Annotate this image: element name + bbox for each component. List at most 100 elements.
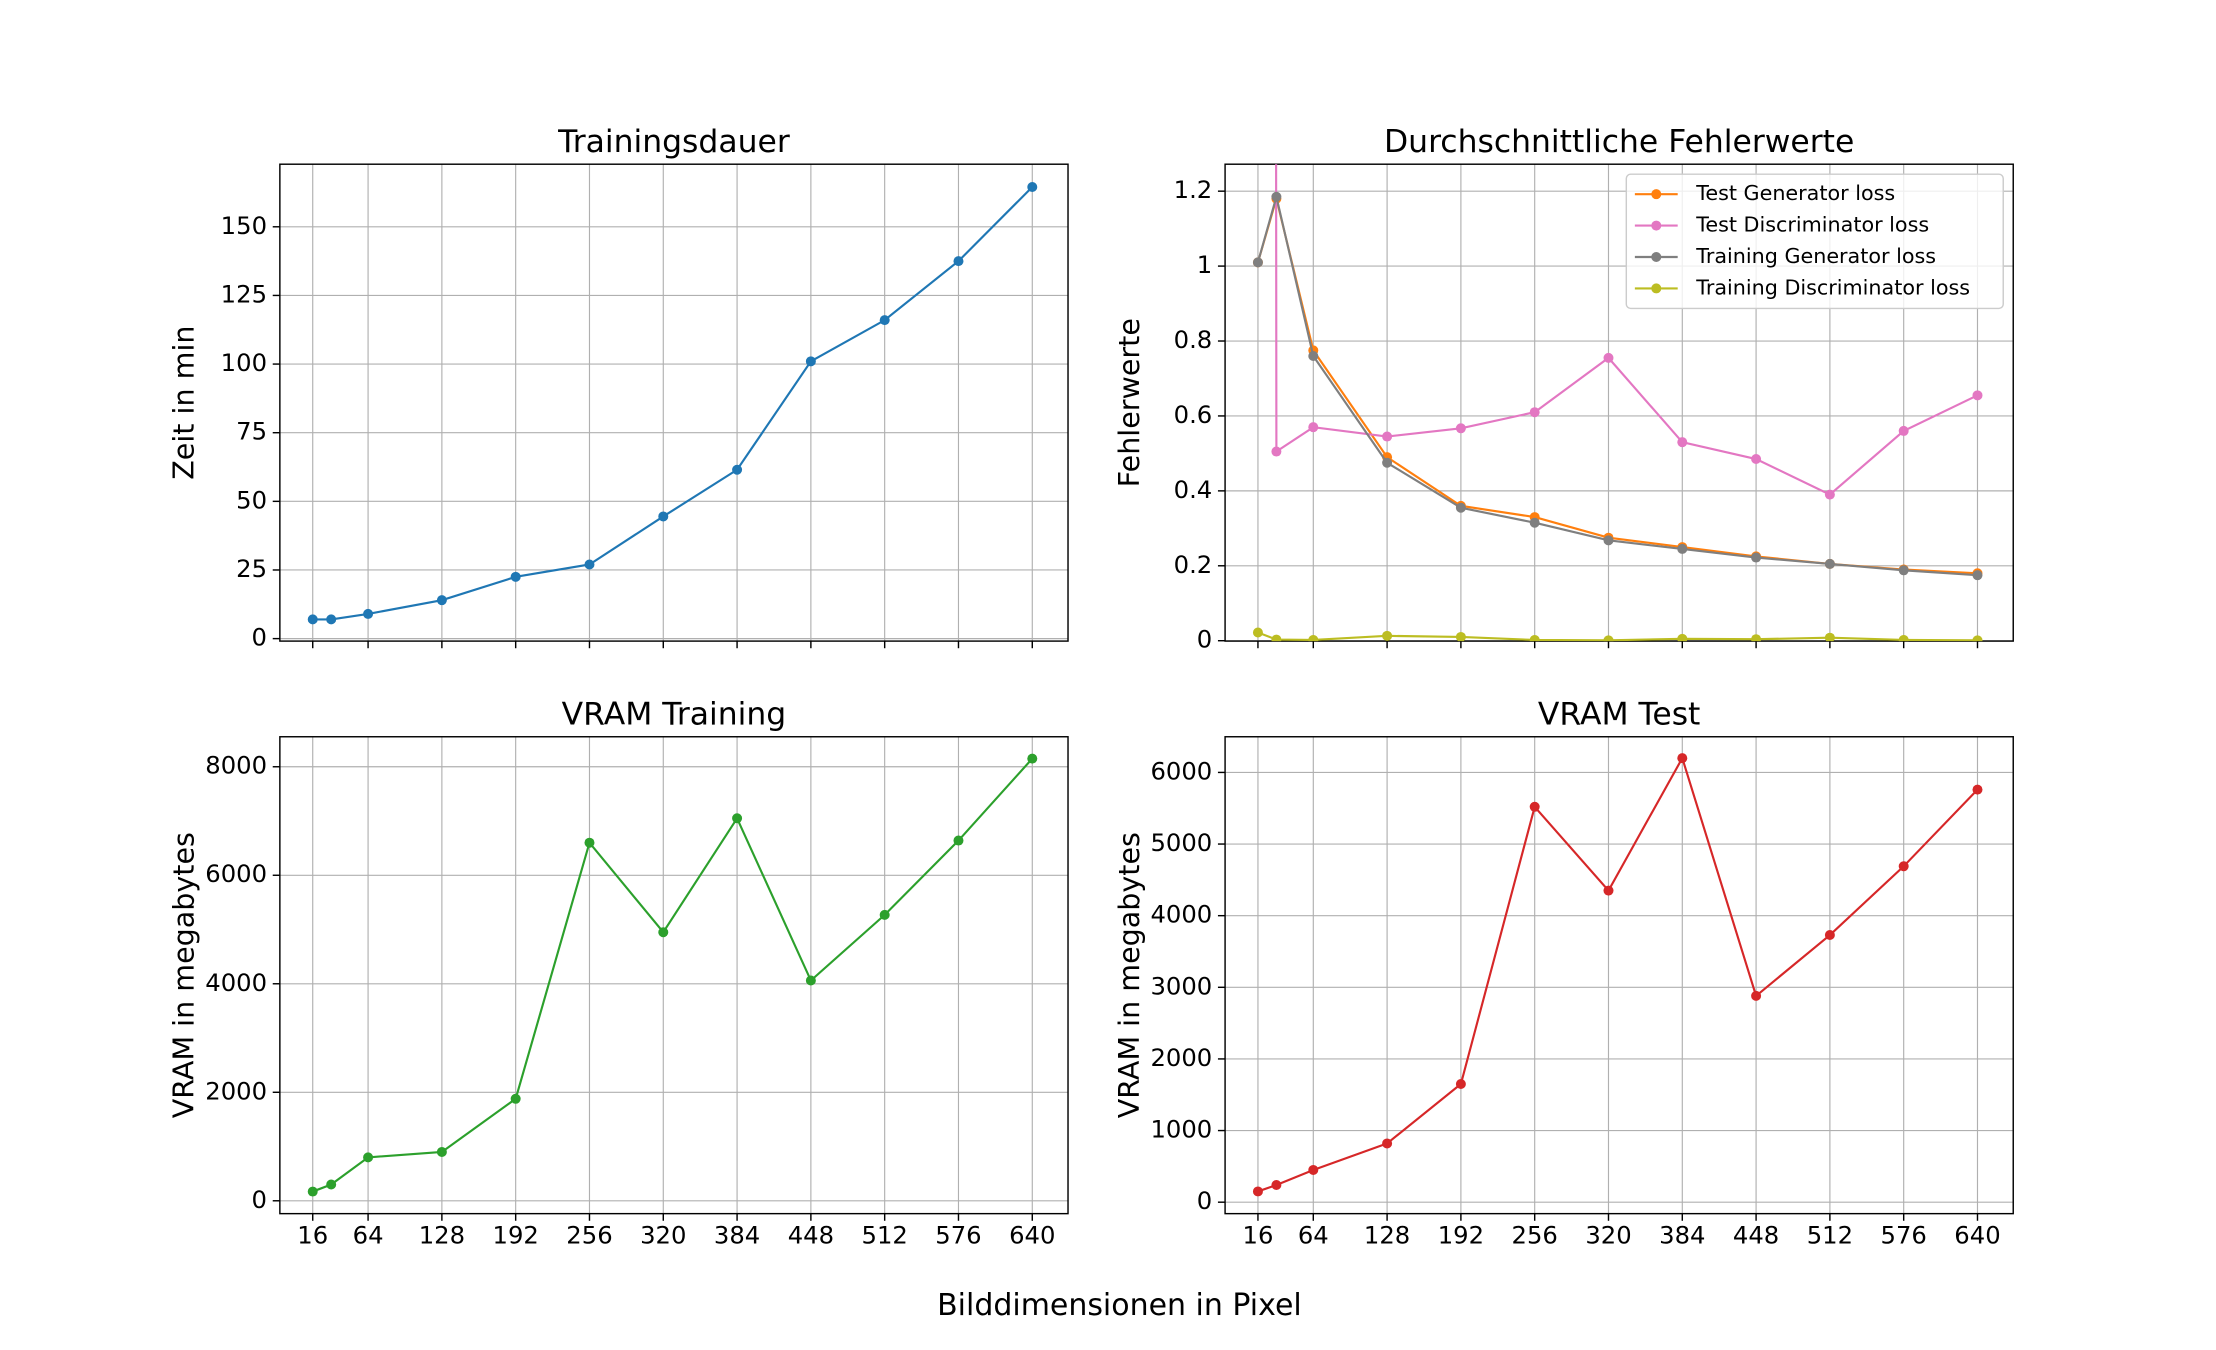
y-axis-label: VRAM in megabytes (1112, 832, 1146, 1118)
data-point (1382, 457, 1393, 468)
x-tick-label: 576 (1881, 1220, 1927, 1249)
data-point (1027, 181, 1038, 192)
data-point (1027, 753, 1038, 764)
data-point (1972, 784, 1983, 795)
data-point (1455, 423, 1466, 434)
data-point (363, 1152, 374, 1163)
y-tick-label: 75 (236, 417, 267, 446)
data-point (1677, 437, 1688, 448)
data-point (1308, 422, 1319, 433)
data-point (879, 909, 890, 920)
y-tick-label: 4000 (205, 968, 267, 997)
data-point (1972, 635, 1983, 642)
data-point (1824, 632, 1835, 642)
data-point (510, 1093, 521, 1104)
data-point (1455, 1079, 1466, 1089)
data-point (1529, 634, 1540, 642)
x-tick-label: 16 (297, 1220, 328, 1249)
data-point (658, 511, 669, 522)
data-point (1677, 633, 1688, 642)
data-point (1529, 517, 1540, 528)
data-point (1382, 431, 1393, 442)
y-tick-label: 0.2 (1174, 550, 1213, 579)
x-tick-label: 16 (1242, 1220, 1273, 1249)
x-tick-label: 448 (1733, 1220, 1779, 1249)
data-point (805, 356, 816, 367)
data-point (1252, 1186, 1263, 1197)
legend-label: Test Generator loss (1695, 181, 1895, 205)
data-point (307, 1186, 318, 1197)
data-point (1271, 1179, 1282, 1190)
data-point (1751, 454, 1762, 465)
data-point (1972, 390, 1983, 401)
data-point (307, 614, 318, 625)
y-tick-label: 1.2 (1174, 175, 1213, 204)
y-axis-label: VRAM in megabytes (167, 832, 201, 1118)
chart-title: VRAM Test (1538, 696, 1700, 732)
plot-area (1252, 164, 1983, 642)
x-tick-label: 128 (419, 1220, 465, 1249)
x-tick-label: 64 (1298, 1220, 1329, 1249)
data-point (879, 315, 890, 326)
data-point (1603, 535, 1614, 546)
x-tick-label: 512 (1807, 1220, 1853, 1249)
legend-label: Test Discriminator loss (1695, 213, 1929, 237)
y-tick-label: 3000 (1150, 971, 1212, 1000)
x-tick-label: 576 (935, 1220, 981, 1249)
plot-area (307, 753, 1038, 1197)
legend-label: Training Generator loss (1695, 244, 1936, 268)
data-point (584, 837, 595, 848)
y-tick-label: 0.6 (1174, 400, 1213, 429)
data-point (1751, 634, 1762, 642)
data-point (1529, 801, 1540, 812)
data-point (1271, 191, 1282, 202)
data-point (1751, 552, 1762, 563)
y-tick-label: 2000 (205, 1076, 267, 1105)
data-point (584, 559, 595, 570)
y-tick-label: 25 (236, 554, 267, 583)
x-tick-label: 192 (493, 1220, 539, 1249)
data-point (1252, 627, 1263, 638)
y-tick-label: 1 (1197, 250, 1212, 279)
data-point (436, 595, 447, 606)
y-tick-label: 6000 (205, 859, 267, 888)
data-point (1308, 634, 1319, 642)
y-tick-label: 125 (221, 279, 267, 308)
x-tick-label: 640 (1009, 1220, 1055, 1249)
y-axis-label: Fehlerwerte (1112, 318, 1146, 487)
data-point (1455, 631, 1466, 642)
plot-frame (1224, 736, 2014, 1215)
y-tick-label: 0.8 (1174, 325, 1213, 354)
y-tick-label: 0 (252, 623, 267, 652)
y-tick-label: 150 (221, 211, 267, 240)
data-point (1271, 446, 1282, 457)
data-point (1824, 489, 1835, 500)
data-point (363, 608, 374, 619)
series-line (1256, 196, 1978, 577)
legend-marker (1651, 283, 1662, 294)
y-tick-label: 100 (221, 348, 267, 377)
series-line (312, 757, 1034, 1193)
x-tick-label: 256 (1512, 1220, 1558, 1249)
data-point (1824, 558, 1835, 569)
legend-marker (1651, 189, 1662, 200)
plot-area (1252, 753, 1983, 1197)
data-point (1603, 352, 1614, 363)
chart-title: VRAM Training (562, 696, 787, 732)
data-point (1898, 565, 1909, 576)
data-point (326, 614, 337, 625)
data-point (805, 975, 816, 986)
y-tick-label: 50 (236, 485, 267, 514)
y-tick-label: 4000 (1150, 900, 1212, 929)
data-point (1824, 930, 1835, 941)
data-point (1529, 407, 1540, 418)
series-line (1257, 631, 1978, 642)
data-point (510, 571, 521, 582)
data-point (326, 1179, 337, 1190)
y-tick-label: 0 (1197, 1186, 1212, 1215)
data-point (1455, 502, 1466, 513)
data-point (1252, 257, 1263, 268)
data-point (1898, 634, 1909, 642)
data-point (732, 464, 743, 475)
